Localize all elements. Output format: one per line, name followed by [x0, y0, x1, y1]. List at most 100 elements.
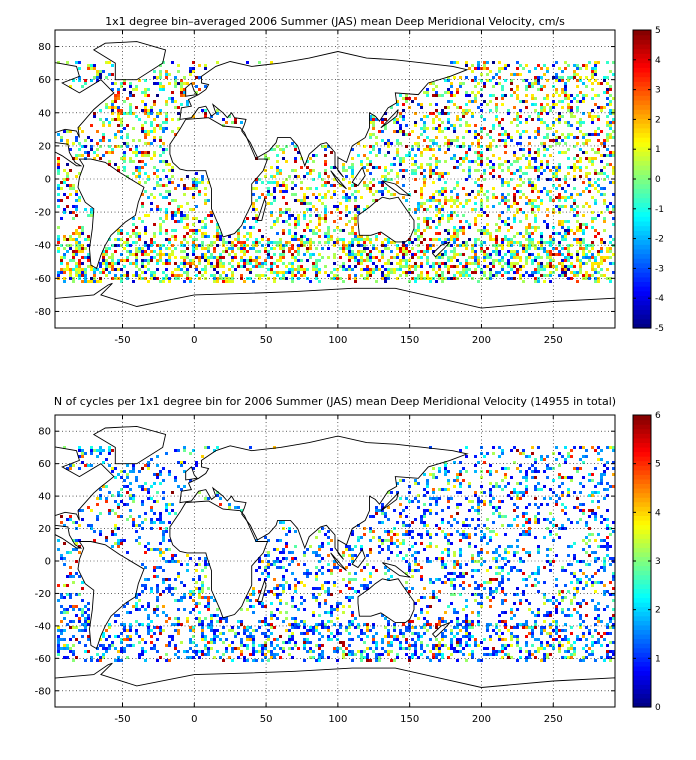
- bin-cell: [183, 238, 186, 241]
- bin-cell: [396, 181, 399, 184]
- bin-cell: [549, 109, 552, 112]
- bin-cell: [60, 262, 63, 265]
- colorbar-segment: [633, 192, 651, 199]
- bin-cell: [171, 229, 174, 232]
- bin-cell: [588, 139, 591, 142]
- bin-cell: [525, 250, 528, 253]
- bin-cell: [612, 223, 615, 226]
- bin-cell: [351, 253, 354, 256]
- bin-cell: [594, 560, 597, 563]
- bin-cell: [546, 464, 549, 467]
- bin-cell: [291, 256, 294, 259]
- bin-cell: [63, 256, 66, 259]
- bin-cell: [495, 247, 498, 250]
- bin-cell: [156, 473, 159, 476]
- bin-cell: [438, 265, 441, 268]
- bin-cell: [132, 518, 135, 521]
- bin-cell: [270, 175, 273, 178]
- bin-cell: [150, 193, 153, 196]
- bin-cell: [492, 205, 495, 208]
- bin-cell: [561, 88, 564, 91]
- bin-cell: [192, 61, 195, 64]
- bin-cell: [183, 91, 186, 94]
- bin-cell: [576, 521, 579, 524]
- bin-cell: [498, 175, 501, 178]
- bin-cell: [483, 455, 486, 458]
- bin-cell: [81, 449, 84, 452]
- bin-cell: [456, 253, 459, 256]
- bin-cell: [432, 82, 435, 85]
- bin-cell: [483, 536, 486, 539]
- bin-cell: [423, 473, 426, 476]
- bin-cell: [540, 76, 543, 79]
- bin-cell: [99, 109, 102, 112]
- bin-cell: [147, 133, 150, 136]
- bin-cell: [132, 160, 135, 163]
- bin-cell: [168, 280, 171, 283]
- bin-cell: [576, 280, 579, 283]
- bin-cell: [291, 169, 294, 172]
- bin-cell: [306, 166, 309, 169]
- colorbar-segment: [633, 276, 651, 283]
- bin-cell: [279, 238, 282, 241]
- bin-cell: [351, 229, 354, 232]
- bin-cell: [381, 118, 384, 121]
- bin-cell: [144, 232, 147, 235]
- bin-cell: [108, 446, 111, 449]
- bin-cell: [189, 259, 192, 262]
- bin-cell: [300, 181, 303, 184]
- bin-cell: [504, 557, 507, 560]
- bin-cell: [75, 61, 78, 64]
- bin-cell: [372, 199, 375, 202]
- bin-cell: [411, 172, 414, 175]
- bin-cell: [138, 470, 141, 473]
- bin-cell: [111, 118, 114, 121]
- bin-cell: [381, 548, 384, 551]
- bin-cell: [348, 545, 351, 548]
- bin-cell: [507, 265, 510, 268]
- bin-cell: [498, 70, 501, 73]
- bin-cell: [552, 100, 555, 103]
- bin-cell: [318, 554, 321, 557]
- bin-cell: [354, 232, 357, 235]
- bin-cell: [453, 274, 456, 277]
- bin-cell: [573, 214, 576, 217]
- bin-cell: [414, 211, 417, 214]
- bin-cell: [165, 548, 168, 551]
- bin-cell: [72, 268, 75, 271]
- bin-cell: [309, 238, 312, 241]
- bin-cell: [381, 121, 384, 124]
- bin-cell: [60, 181, 63, 184]
- bin-cell: [561, 91, 564, 94]
- bin-cell: [528, 503, 531, 506]
- bin-cell: [540, 142, 543, 145]
- bin-cell: [612, 73, 615, 76]
- bin-cell: [255, 238, 258, 241]
- bin-cell: [459, 566, 462, 569]
- bin-cell: [576, 121, 579, 124]
- bin-cell: [159, 136, 162, 139]
- bin-cell: [414, 142, 417, 145]
- bin-cell: [507, 169, 510, 172]
- bin-cell: [543, 536, 546, 539]
- bin-cell: [501, 238, 504, 241]
- bin-cell: [513, 509, 516, 512]
- bin-cell: [156, 169, 159, 172]
- bin-cell: [468, 524, 471, 527]
- bin-cell: [336, 226, 339, 229]
- bin-cell: [456, 145, 459, 148]
- bin-cell: [159, 247, 162, 250]
- bin-cell: [594, 491, 597, 494]
- bin-cell: [366, 187, 369, 190]
- bin-cell: [408, 566, 411, 569]
- bin-cell: [75, 175, 78, 178]
- bin-cell: [543, 85, 546, 88]
- bin-cell: [462, 271, 465, 274]
- bin-cell: [462, 268, 465, 271]
- bin-cell: [471, 208, 474, 211]
- bin-cell: [180, 268, 183, 271]
- bin-cell: [189, 280, 192, 283]
- bin-cell: [477, 524, 480, 527]
- bin-cell: [186, 82, 189, 85]
- bin-cell: [69, 148, 72, 151]
